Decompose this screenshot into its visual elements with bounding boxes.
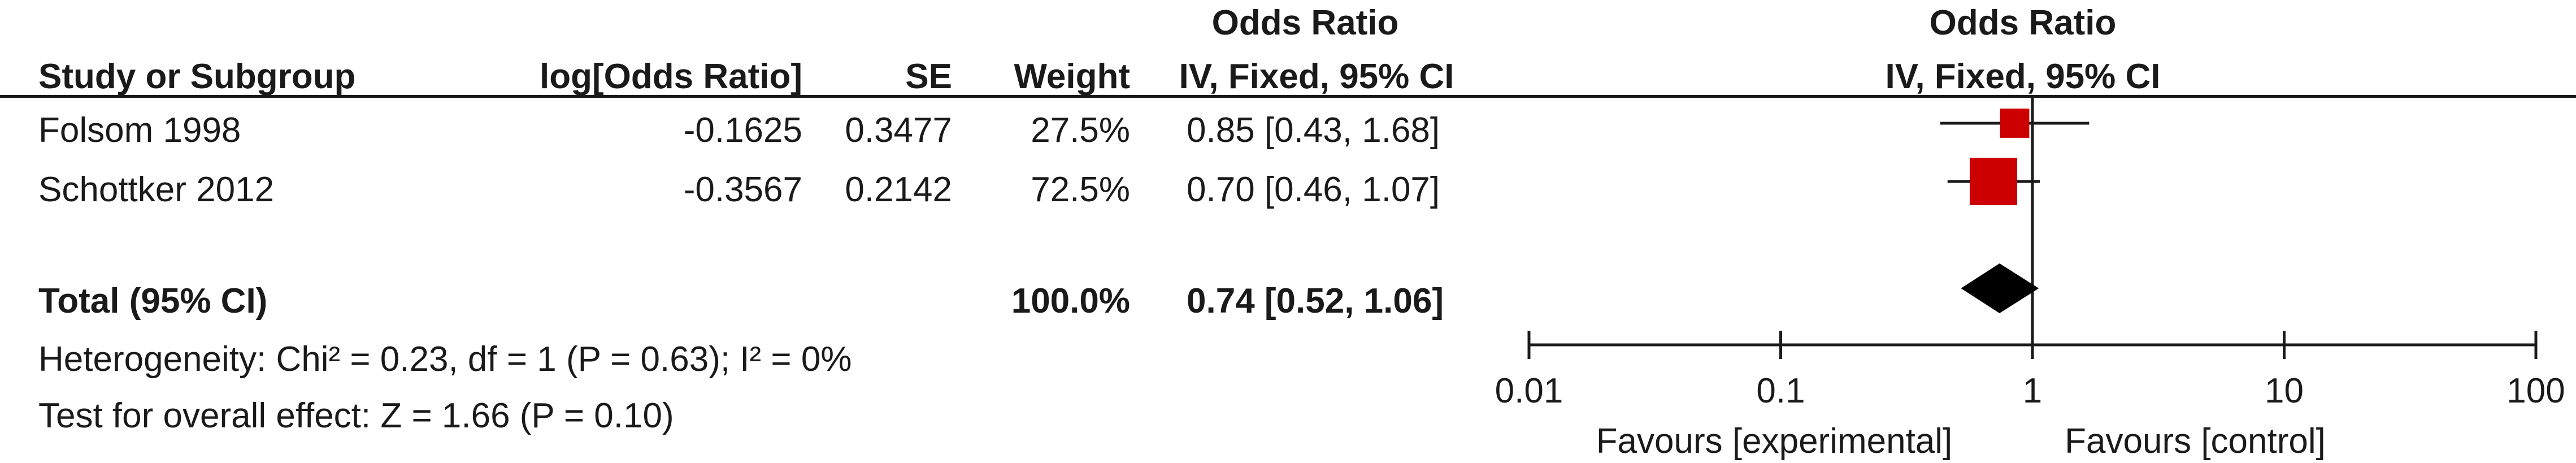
study-marker xyxy=(1969,158,2017,205)
ci-value: 0.85 [0.43, 1.68] xyxy=(1187,111,1440,150)
weight-value: 72.5% xyxy=(1031,170,1130,209)
overall-effect-text: Test for overall effect: Z = 1.66 (P = 0… xyxy=(38,396,674,435)
heterogeneity-text: Heterogeneity: Chi² = 0.23, df = 1 (P = … xyxy=(38,340,852,379)
x-tick-label: 1 xyxy=(2023,371,2042,410)
pooled-diamond xyxy=(1961,263,2039,313)
col-log-or: log[Odds Ratio] xyxy=(540,57,802,96)
plot-method: IV, Fixed, 95% CI xyxy=(1885,57,2161,96)
se-value: 0.3477 xyxy=(845,111,952,150)
study-name: Folsom 1998 xyxy=(38,111,241,150)
study-name: Schottker 2012 xyxy=(38,170,275,209)
se-value: 0.2142 xyxy=(845,170,952,209)
weight-value: 27.5% xyxy=(1031,111,1130,150)
col-se: SE xyxy=(905,57,952,96)
total-ci: 0.74 [0.52, 1.06] xyxy=(1187,282,1444,321)
total-weight: 100.0% xyxy=(1011,282,1130,321)
col-weight: Weight xyxy=(1014,57,1131,96)
ci-value: 0.70 [0.46, 1.07] xyxy=(1187,170,1440,209)
header-rule xyxy=(0,95,2576,98)
log-or-value: -0.3567 xyxy=(683,170,802,209)
favours-right-label: Favours [control] xyxy=(2065,422,2326,461)
col-study: Study or Subgroup xyxy=(38,57,356,96)
or-column-title: Odds Ratio xyxy=(1211,3,1399,42)
x-tick-label: 10 xyxy=(2265,371,2304,410)
col-method: IV, Fixed, 95% CI xyxy=(1179,57,1454,96)
plot-title: Odds Ratio xyxy=(1929,3,2117,42)
x-tick-label: 0.1 xyxy=(1756,371,1805,410)
favours-left-label: Favours [experimental] xyxy=(1596,422,1953,461)
x-tick-label: 0.01 xyxy=(1495,371,1563,410)
log-or-value: -0.1625 xyxy=(683,111,802,150)
study-marker xyxy=(2000,109,2030,138)
total-label: Total (95% CI) xyxy=(38,282,268,321)
x-tick-label: 100 xyxy=(2507,371,2565,410)
